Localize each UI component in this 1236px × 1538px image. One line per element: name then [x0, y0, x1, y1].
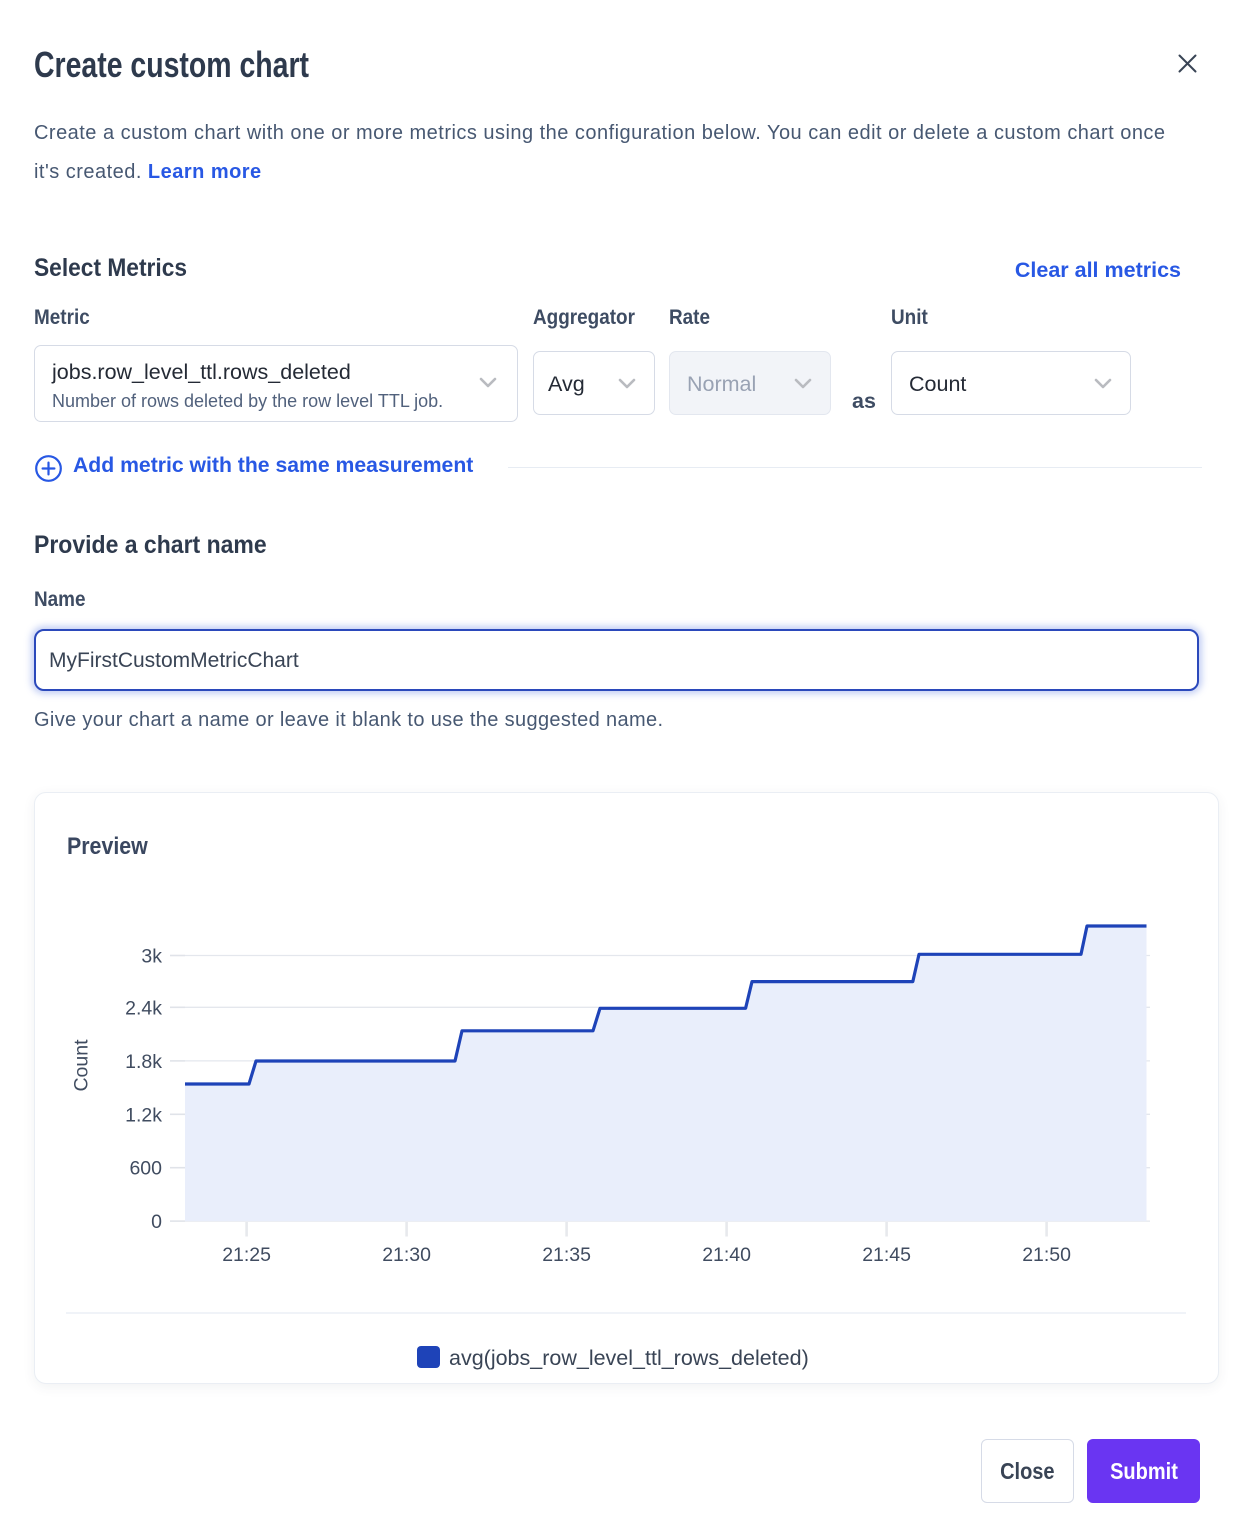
svg-text:21:25: 21:25 — [222, 1244, 271, 1266]
svg-text:2.4k: 2.4k — [125, 997, 162, 1019]
svg-text:avg(jobs_row_level_ttl_rows_de: avg(jobs_row_level_ttl_rows_deleted) — [449, 1346, 809, 1370]
svg-text:21:30: 21:30 — [382, 1244, 431, 1266]
svg-text:1.2k: 1.2k — [125, 1104, 162, 1126]
svg-text:Count: Count — [71, 1039, 93, 1092]
svg-text:600: 600 — [129, 1158, 162, 1180]
svg-text:21:50: 21:50 — [1022, 1244, 1071, 1266]
svg-text:21:45: 21:45 — [862, 1244, 911, 1266]
svg-text:1.8k: 1.8k — [125, 1051, 162, 1073]
svg-text:21:40: 21:40 — [702, 1244, 751, 1266]
svg-text:0: 0 — [151, 1211, 162, 1233]
svg-text:21:35: 21:35 — [542, 1244, 591, 1266]
svg-text:3k: 3k — [141, 946, 162, 968]
